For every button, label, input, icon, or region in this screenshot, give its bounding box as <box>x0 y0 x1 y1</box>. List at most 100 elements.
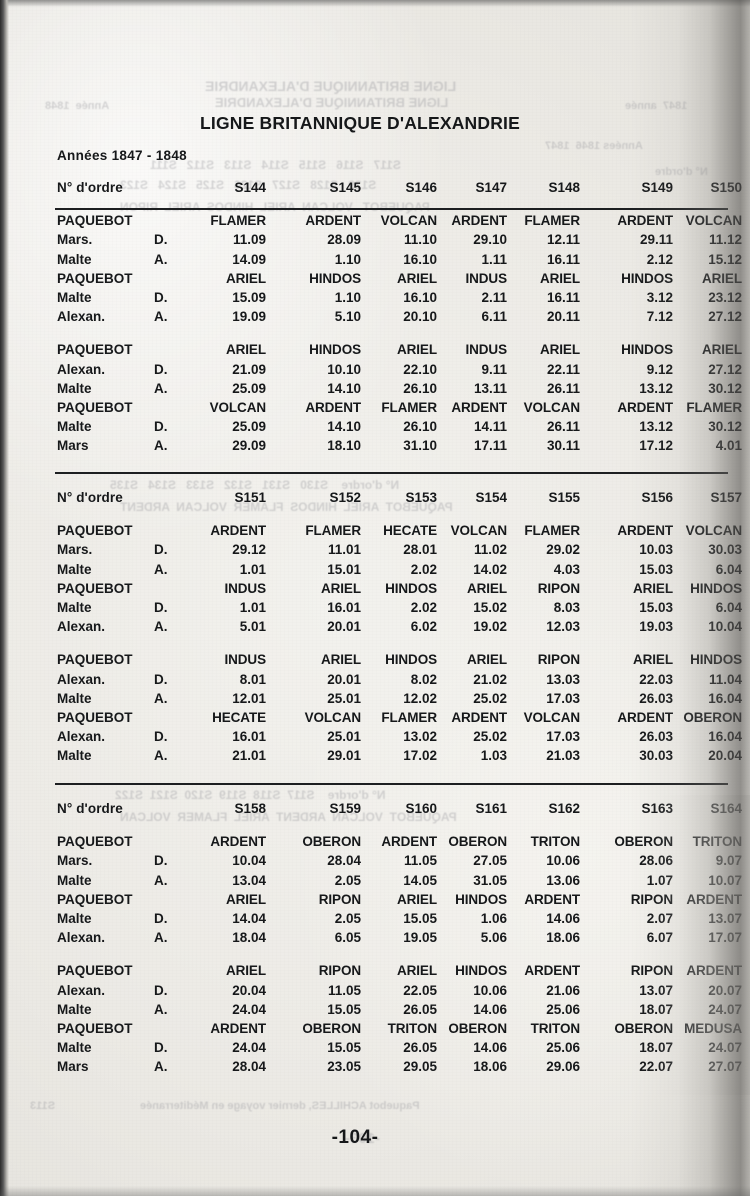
date-cell: 26.11 <box>546 419 580 435</box>
port-label: Malte <box>57 251 92 267</box>
date-cell: 30.11 <box>546 438 580 454</box>
date-cell: 31.10 <box>403 438 437 454</box>
date-cell: 16.01 <box>327 600 361 616</box>
ship-names-row: PAQUEBOTARDENTOBERONARDENTOBERONTRITONOB… <box>0 832 742 851</box>
arrival-departure-spacer <box>154 708 190 727</box>
date-cell: 27.05 <box>473 853 507 869</box>
date-cell: 21.01 <box>232 748 266 764</box>
ship-name-cell: OBERON <box>302 1021 361 1037</box>
arrival-departure-spacer <box>154 488 190 507</box>
ship-row-label: PAQUEBOT <box>57 213 133 229</box>
ship-name-cell: OBERON <box>448 1021 507 1037</box>
order-number-cell: S154 <box>475 490 507 505</box>
arrival-departure-indicator: A. <box>154 930 168 946</box>
date-cell: 2.02 <box>410 561 437 577</box>
date-cell: 23.05 <box>327 1059 361 1075</box>
date-cell: 13.06 <box>546 872 580 888</box>
port-label: Malte <box>57 561 92 577</box>
port-label: Malte <box>57 911 92 927</box>
port-label: Malte <box>57 872 92 888</box>
ship-name-cell: INDUS <box>465 342 507 358</box>
arrival-departure-indicator: D. <box>154 853 168 869</box>
ship-name-cell: ARDENT <box>524 963 580 979</box>
ship-name-cell: ARIEL <box>396 891 437 907</box>
ship-name-cell: ARIEL <box>539 270 580 286</box>
arrival-departure-indicator: A. <box>154 380 168 396</box>
ship-name-cell: ARIEL <box>225 963 266 979</box>
date-cell: 25.06 <box>546 1001 580 1017</box>
date-cell: 25.09 <box>232 380 266 396</box>
ship-name-cell: FLAMER <box>524 523 580 539</box>
ship-name-cell: FLAMER <box>305 523 361 539</box>
ship-name-cell: HECATE <box>212 710 266 726</box>
date-cell: 2.05 <box>334 911 361 927</box>
date-cell: 20.01 <box>327 619 361 635</box>
order-number-cell: S153 <box>405 490 437 505</box>
port-label: Malte <box>57 748 92 764</box>
ship-name-cell: ARDENT <box>305 400 361 416</box>
date-cell: 24.04 <box>232 1001 266 1017</box>
date-cell: 12.11 <box>546 232 580 248</box>
arrival-departure-spacer <box>154 340 190 359</box>
ship-name-cell: ARDENT <box>305 213 361 229</box>
arrival-departure-indicator: D. <box>154 361 168 377</box>
port-label: Mars <box>57 1059 89 1075</box>
arrival-departure-spacer <box>154 579 190 598</box>
ship-name-cell: ARIEL <box>396 342 437 358</box>
date-cell: 20.01 <box>327 671 361 687</box>
order-number-cell: S147 <box>475 180 507 195</box>
page-title: LIGNE BRITANNIQUE D'ALEXANDRIE <box>200 113 520 133</box>
ship-name-cell: VOLCAN <box>523 400 581 416</box>
date-cell: 29.10 <box>473 232 507 248</box>
date-cell: 19.02 <box>473 619 507 635</box>
date-cell: 17.11 <box>473 438 507 454</box>
ship-name-cell: HECATE <box>383 523 437 539</box>
date-cell: 26.05 <box>403 1001 437 1017</box>
ship-name-cell: ARIEL <box>225 891 266 907</box>
date-cell: 8.01 <box>239 671 266 687</box>
order-number-header-row: N° d'ordreS151S152S153S154S155S156S157 <box>0 488 742 507</box>
scan-edge-bottom <box>0 1186 750 1196</box>
date-cell: 24.04 <box>232 1040 266 1056</box>
ship-name-cell: VOLCAN <box>450 523 508 539</box>
date-cell: 17.03 <box>546 690 580 706</box>
port-label: Alexan. <box>57 671 106 687</box>
date-cell: 13.11 <box>473 380 507 396</box>
date-cell: 29.12 <box>232 542 266 558</box>
date-cell: 25.02 <box>473 729 507 745</box>
port-label: Alexan. <box>57 930 106 946</box>
ship-name-cell: ARDENT <box>451 213 507 229</box>
order-row-label: N° d'ordre <box>57 180 123 195</box>
date-cell: 21.02 <box>473 671 507 687</box>
date-cell: 25.01 <box>327 690 361 706</box>
port-label: Malte <box>57 1040 92 1056</box>
arrival-departure-indicator: D. <box>154 982 168 998</box>
ship-name-cell: ARIEL <box>225 270 266 286</box>
date-cell: 16.11 <box>546 290 580 306</box>
date-cell: 2.11 <box>481 290 507 306</box>
arrival-departure-spacer <box>154 398 190 417</box>
order-number-cell: S146 <box>405 180 437 195</box>
date-cell: 5.06 <box>480 930 507 946</box>
date-cell: 5.01 <box>239 619 266 635</box>
date-cell: 29.02 <box>546 542 580 558</box>
date-cell: 18.04 <box>232 930 266 946</box>
order-row-label: N° d'ordre <box>57 490 123 505</box>
date-cell: 17.02 <box>403 748 437 764</box>
ship-name-cell: ARIEL <box>396 270 437 286</box>
arrival-departure-indicator: D. <box>154 671 168 687</box>
arrival-departure-indicator: A. <box>154 1001 168 1017</box>
date-cell: 16.10 <box>403 290 437 306</box>
date-cell: 1.10 <box>334 251 361 267</box>
ship-name-cell: ARDENT <box>451 710 507 726</box>
arrival-departure-indicator: A. <box>154 690 168 706</box>
arrival-departure-spacer <box>154 961 190 980</box>
arrival-departure-spacer <box>154 521 190 540</box>
arrival-departure-indicator: D. <box>154 600 168 616</box>
port-label: Malte <box>57 1001 92 1017</box>
date-cell: 26.10 <box>403 419 437 435</box>
date-cell: 14.11 <box>473 419 507 435</box>
port-label: Alexan. <box>57 619 106 635</box>
